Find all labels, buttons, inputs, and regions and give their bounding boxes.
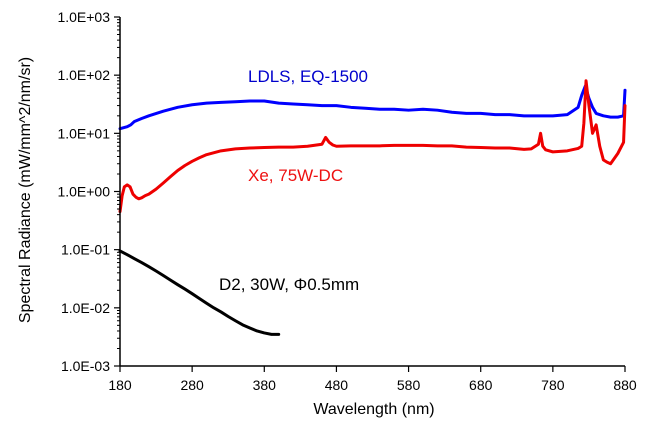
x-tick-label: 480 [325, 377, 349, 393]
x-tick-label: 880 [613, 377, 637, 393]
annotation-xe: Xe, 75W-DC [248, 166, 343, 185]
x-tick-label: 780 [541, 377, 565, 393]
x-tick-label: 680 [469, 377, 493, 393]
y-tick-label: 1.0E-01 [61, 242, 110, 258]
series-xe-line [118, 79, 627, 214]
y-tick-label: 1.0E-03 [61, 358, 110, 374]
plot-area [118, 79, 627, 336]
x-tick-label: 180 [108, 377, 132, 393]
axes: 180 280 380 480 580 680 780 880 1.0E-03 1.0E-02 1.… [57, 9, 636, 393]
x-tick-label: 380 [253, 377, 277, 393]
y-tick-label: 1.0E+00 [57, 184, 110, 200]
y-axis-title: Spectral Radiance (mW/mm^2/nm/sr) [17, 57, 34, 323]
y-tick-label: 1.0E+02 [57, 67, 110, 83]
x-tick-label: 280 [180, 377, 204, 393]
y-tick-label: 1.0E+01 [57, 125, 110, 141]
y-tick-label: 1.0E-02 [61, 300, 110, 316]
annotation-d2: D2, 30W, Φ0.5mm [219, 275, 359, 294]
y-tick-label: 1.0E+03 [57, 9, 110, 25]
x-tick-label: 580 [397, 377, 421, 393]
x-axis-title: Wavelength (nm) [313, 401, 434, 418]
annotation-ldls: LDLS, EQ-1500 [248, 67, 368, 86]
series-d2-line [118, 249, 281, 336]
